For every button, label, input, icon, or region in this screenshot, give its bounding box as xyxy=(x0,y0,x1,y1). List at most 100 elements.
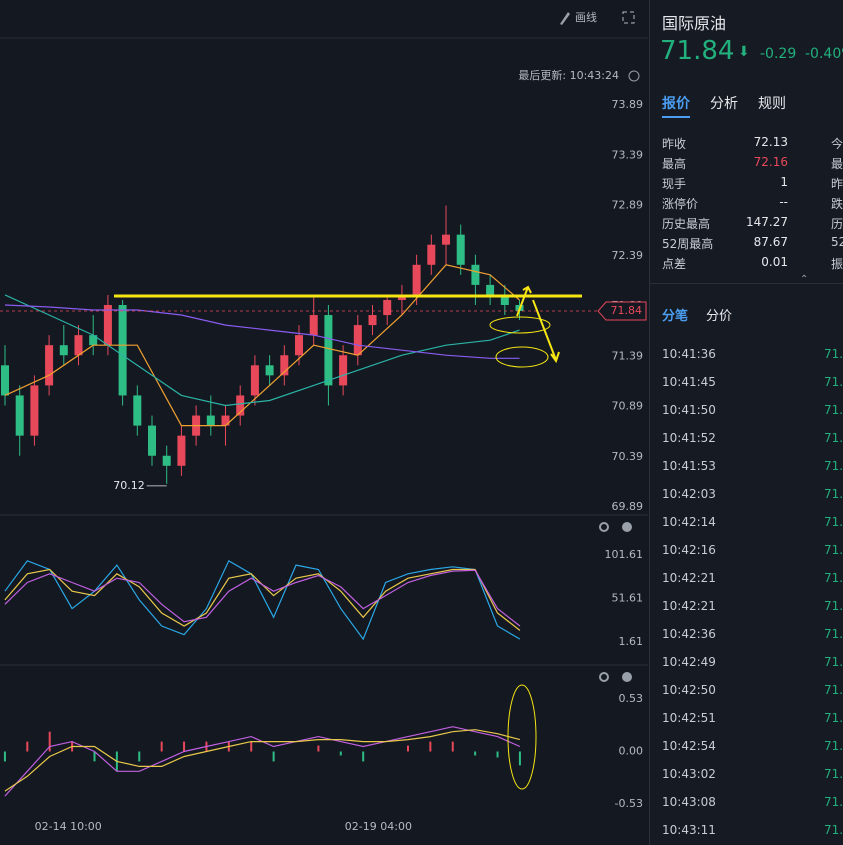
trade-time: 10:42:54 xyxy=(662,739,716,753)
y-tick-label: 101.61 xyxy=(605,548,644,561)
stat-value: 0.01 xyxy=(761,255,788,269)
stat-label: 52周最高 xyxy=(662,237,714,251)
stat-label: 历 xyxy=(831,217,843,231)
trade-time: 10:41:52 xyxy=(662,431,716,445)
last-price: 71.84 xyxy=(660,36,735,66)
y-tick-label: 1.61 xyxy=(619,635,644,648)
x-tick-label: 02-19 04:00 xyxy=(345,820,412,833)
refresh-icon[interactable] xyxy=(628,70,640,82)
y-tick-label: 72.39 xyxy=(612,249,644,262)
candle-body xyxy=(427,244,436,265)
divider xyxy=(650,283,843,284)
last-update: 最后更新: 10:43:24 xyxy=(518,68,619,82)
y-tick-label: 51.61 xyxy=(612,592,644,605)
last-price-tag-bg xyxy=(597,301,647,321)
last-price-tag: 71.84 xyxy=(611,304,643,317)
stat-value: 147.27 xyxy=(746,215,788,229)
candle-body xyxy=(368,315,377,326)
stat-label: 最 xyxy=(831,157,843,171)
price-change-pct: -0.40% xyxy=(805,46,843,62)
collapse-icon[interactable]: ⌃ xyxy=(800,274,809,285)
trade-price: 71.8 xyxy=(824,683,843,697)
fullscreen-icon[interactable] xyxy=(622,11,635,24)
trade-price: 71.8 xyxy=(824,515,843,529)
trade-price: 71.8 xyxy=(824,459,843,473)
draw-button[interactable]: 画线 xyxy=(575,10,597,24)
price-change: -0.29 xyxy=(760,46,797,62)
candle-body xyxy=(471,264,480,285)
stat-value: -- xyxy=(779,195,788,209)
tab[interactable]: 分价 xyxy=(706,309,733,324)
close-icon[interactable] xyxy=(622,672,632,682)
chart: 画线 最后更新: 10:43:24 73.89 73.39 72.89 72.39 71… xyxy=(0,10,648,833)
trade-price: 71.8 xyxy=(824,739,843,753)
trade-price: 71.8 xyxy=(824,347,843,361)
stat-label: 52 xyxy=(831,235,843,249)
candle-body xyxy=(412,264,421,295)
moving-average xyxy=(4,304,520,359)
settings-icon[interactable] xyxy=(599,522,609,532)
trade-time: 10:42:03 xyxy=(662,487,716,501)
trade-time: 10:43:02 xyxy=(662,767,716,781)
trade-price: 71.8 xyxy=(824,571,843,585)
trade-time: 10:42:21 xyxy=(662,599,716,613)
trade-time: 10:41:50 xyxy=(662,403,716,417)
trade-time: 10:42:50 xyxy=(662,683,716,697)
trade-price: 71.8 xyxy=(824,599,843,613)
indicator-line xyxy=(4,569,521,627)
tab[interactable]: 报价 xyxy=(662,96,690,112)
candle-body xyxy=(265,365,274,376)
trade-time: 10:42:51 xyxy=(662,711,716,725)
draw-icon[interactable] xyxy=(560,12,570,25)
stat-label: 涨停价 xyxy=(662,197,699,211)
quote-panel: 国际原油 71.84 ⬇ -0.29 -0.40% 报价 分析 规则 昨收 72.… xyxy=(649,0,843,845)
y-tick-label: 70.89 xyxy=(612,400,644,413)
tab[interactable]: 分析 xyxy=(710,96,738,112)
stat-value: 1 xyxy=(780,175,788,189)
trade-price: 71.8 xyxy=(824,795,843,809)
stat-label: 昨 xyxy=(831,177,843,191)
trade-price: 71.8 xyxy=(824,823,843,837)
trade-price: 71.8 xyxy=(824,711,843,725)
candle-body xyxy=(74,335,83,356)
candle-body xyxy=(339,355,348,386)
candle-body xyxy=(456,234,465,265)
stat-value: 72.13 xyxy=(753,135,788,149)
tab[interactable]: 分笔 xyxy=(662,309,689,324)
trade-price: 71.8 xyxy=(824,403,843,417)
candle-body xyxy=(250,365,259,396)
trade-time: 10:42:49 xyxy=(662,655,716,669)
candle-body xyxy=(118,304,127,396)
candle-body xyxy=(15,395,24,436)
candle-body xyxy=(177,435,186,466)
candle-body xyxy=(353,325,362,356)
low-label: 70.12 xyxy=(113,479,145,492)
moving-average xyxy=(4,294,520,407)
close-icon[interactable] xyxy=(622,522,632,532)
candle-body xyxy=(309,315,318,336)
stat-label: 跌 xyxy=(831,197,843,211)
candle-body xyxy=(45,345,54,386)
tab[interactable]: 规则 xyxy=(758,96,786,112)
stat-label: 点差 xyxy=(662,257,687,271)
trade-time: 10:43:08 xyxy=(662,795,716,809)
candle-body xyxy=(59,345,68,356)
y-tick-label: 71.39 xyxy=(612,349,644,362)
stat-value: 72.16 xyxy=(753,155,788,169)
trade-time: 10:41:36 xyxy=(662,347,716,361)
indicator-line xyxy=(4,559,521,641)
y-tick-label: 73.89 xyxy=(612,98,644,111)
candle-body xyxy=(89,335,98,346)
y-tick-label: 69.89 xyxy=(612,500,644,513)
trade-time: 10:41:45 xyxy=(662,375,716,389)
trade-time: 10:42:36 xyxy=(662,627,716,641)
candle-body xyxy=(486,284,495,295)
indicator-line xyxy=(4,726,521,797)
trade-price: 71.8 xyxy=(824,375,843,389)
settings-icon[interactable] xyxy=(599,672,609,682)
candle-body xyxy=(162,455,171,466)
trade-price: 71.8 xyxy=(824,767,843,781)
candle-body xyxy=(442,234,451,245)
trade-time: 10:42:14 xyxy=(662,515,716,529)
